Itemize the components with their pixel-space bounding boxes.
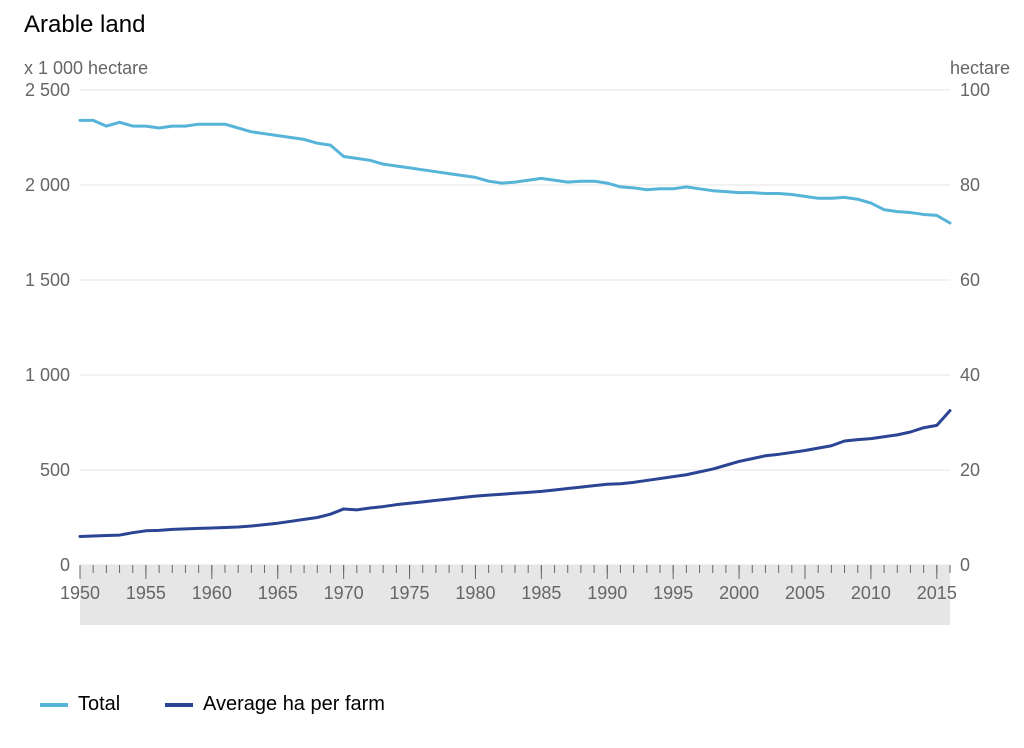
series-group xyxy=(80,120,950,536)
chart-title: Arable land xyxy=(24,11,145,38)
x-tick-label: 1955 xyxy=(126,583,166,603)
y-right-tick-label: 20 xyxy=(960,460,980,480)
y-left-tick-label: 2 000 xyxy=(25,175,70,195)
y-right-tick-label: 60 xyxy=(960,270,980,290)
y-left-ticks: 0 500 1 000 1 500 2 000 2 500 xyxy=(25,80,70,575)
y-left-tick-label: 2 500 xyxy=(25,80,70,100)
x-tick-label: 1980 xyxy=(455,583,495,603)
y-right-title: hectare xyxy=(950,58,1010,78)
x-tick-label: 1975 xyxy=(390,583,430,603)
x-tick-label: 1965 xyxy=(258,583,298,603)
chart-svg: Arable land x 1 000 hectare hectare 0 500… xyxy=(0,0,1024,748)
y-left-tick-label: 0 xyxy=(60,555,70,575)
y-left-title: x 1 000 hectare xyxy=(24,58,148,78)
legend-label: Average ha per farm xyxy=(203,693,385,715)
y-right-tick-label: 40 xyxy=(960,365,980,385)
legend-label: Total xyxy=(78,693,120,715)
series-line xyxy=(80,411,950,537)
y-right-tick-label: 0 xyxy=(960,555,970,575)
legend-swatch xyxy=(165,703,193,707)
x-tick-label: 1990 xyxy=(587,583,627,603)
x-tick-label: 1960 xyxy=(192,583,232,603)
y-left-tick-label: 1 000 xyxy=(25,365,70,385)
x-tick-label: 1995 xyxy=(653,583,693,603)
y-right-tick-label: 100 xyxy=(960,80,990,100)
y-right-ticks: 0 20 40 60 80 100 xyxy=(960,80,990,575)
x-tick-label: 1970 xyxy=(324,583,364,603)
x-tick-label: 2005 xyxy=(785,583,825,603)
legend: Total Average ha per farm xyxy=(40,693,385,715)
y-left-tick-label: 1 500 xyxy=(25,270,70,290)
series-line xyxy=(80,120,950,223)
legend-swatch xyxy=(40,703,68,707)
chart-container: Arable land x 1 000 hectare hectare 0 500… xyxy=(0,0,1024,748)
x-tick-label: 2010 xyxy=(851,583,891,603)
x-tick-label: 1950 xyxy=(60,583,100,603)
x-tick-label: 1985 xyxy=(521,583,561,603)
y-left-tick-label: 500 xyxy=(40,460,70,480)
x-tick-label: 2015 xyxy=(917,583,957,603)
x-tick-label: 2000 xyxy=(719,583,759,603)
y-right-tick-label: 80 xyxy=(960,175,980,195)
